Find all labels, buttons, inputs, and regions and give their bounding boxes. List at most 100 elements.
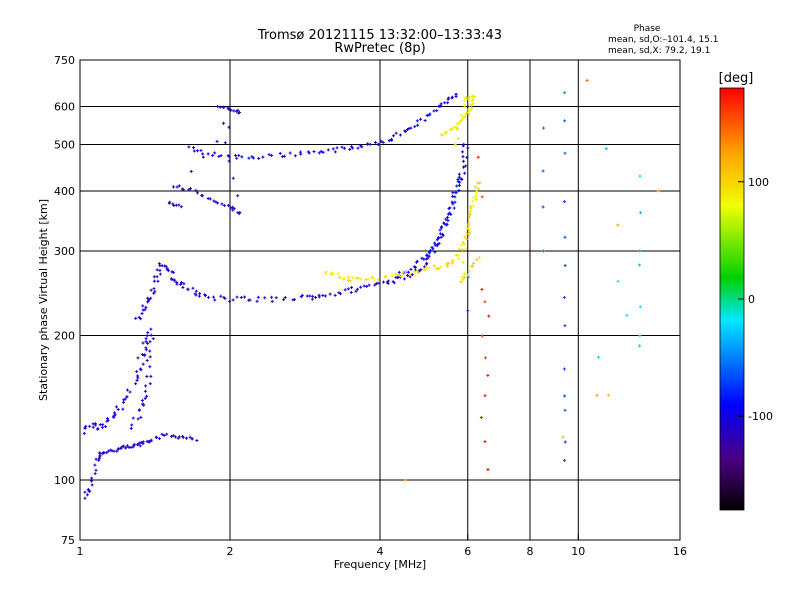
data-point bbox=[130, 445, 132, 449]
data-point bbox=[213, 295, 215, 299]
data-point bbox=[232, 205, 234, 209]
data-point bbox=[159, 272, 161, 276]
data-point bbox=[220, 154, 222, 158]
data-point bbox=[202, 155, 204, 159]
data-point bbox=[325, 272, 327, 276]
data-point bbox=[177, 436, 179, 440]
data-point bbox=[344, 288, 346, 292]
data-point bbox=[284, 154, 286, 158]
data-point bbox=[473, 262, 475, 266]
data-point bbox=[116, 449, 118, 453]
data-point bbox=[185, 436, 187, 440]
data-point bbox=[132, 416, 134, 420]
data-point bbox=[375, 282, 377, 286]
data-point bbox=[142, 353, 144, 357]
data-point bbox=[480, 415, 482, 419]
y-axis-ticks: 75 100 200 300 400 500 600 750 bbox=[54, 54, 86, 547]
data-point bbox=[471, 106, 473, 110]
data-point bbox=[137, 356, 139, 360]
data-point bbox=[478, 187, 480, 191]
data-point bbox=[458, 175, 460, 179]
data-point bbox=[417, 123, 419, 127]
data-point bbox=[89, 424, 91, 428]
data-point bbox=[111, 449, 113, 453]
data-point bbox=[352, 146, 354, 150]
data-point bbox=[137, 442, 139, 446]
data-point bbox=[154, 290, 156, 294]
data-point bbox=[174, 279, 176, 283]
data-point bbox=[248, 156, 250, 160]
data-point bbox=[472, 204, 474, 208]
data-point bbox=[360, 144, 362, 148]
data-point bbox=[159, 268, 161, 272]
data-point bbox=[464, 96, 466, 100]
data-point bbox=[468, 232, 470, 236]
data-point bbox=[311, 297, 313, 301]
data-point bbox=[474, 185, 476, 189]
data-point bbox=[92, 425, 94, 429]
data-point bbox=[318, 151, 320, 155]
data-point bbox=[195, 188, 197, 192]
data-point bbox=[466, 232, 468, 236]
data-point bbox=[397, 275, 399, 279]
data-point bbox=[87, 487, 89, 491]
data-point bbox=[447, 96, 449, 100]
data-point bbox=[135, 316, 137, 320]
data-point bbox=[454, 200, 456, 204]
data-point bbox=[377, 281, 379, 285]
data-point bbox=[183, 282, 185, 286]
y-tick-label: 75 bbox=[61, 534, 75, 547]
data-point bbox=[230, 108, 232, 112]
data-point bbox=[373, 278, 375, 282]
data-point bbox=[190, 187, 192, 191]
data-point bbox=[468, 215, 470, 219]
data-point bbox=[452, 191, 454, 195]
data-point bbox=[166, 432, 168, 436]
data-point bbox=[140, 440, 142, 444]
y-axis-label: Stationary phase Virtual Height [km] bbox=[37, 199, 50, 401]
data-point bbox=[153, 291, 155, 295]
data-point bbox=[224, 141, 226, 145]
data-point bbox=[236, 295, 238, 299]
data-point bbox=[447, 101, 449, 105]
data-point bbox=[542, 169, 544, 173]
data-point bbox=[149, 355, 151, 359]
data-point bbox=[152, 337, 154, 341]
data-point bbox=[182, 434, 184, 438]
data-point bbox=[564, 91, 566, 95]
data-point bbox=[472, 102, 474, 106]
data-point bbox=[463, 114, 465, 118]
data-point bbox=[457, 121, 459, 125]
stats-line-o: mean, sd,O:–101.4, 15.1 bbox=[608, 35, 719, 45]
data-point bbox=[392, 280, 394, 284]
data-point bbox=[481, 334, 483, 338]
data-point bbox=[463, 99, 465, 103]
data-point bbox=[484, 440, 486, 444]
data-point bbox=[126, 444, 128, 448]
data-point bbox=[94, 463, 96, 467]
data-point bbox=[234, 153, 236, 157]
data-point bbox=[161, 264, 163, 268]
data-point bbox=[455, 93, 457, 97]
x-tick-label: 10 bbox=[571, 545, 585, 558]
data-point bbox=[322, 293, 324, 297]
data-point bbox=[388, 139, 390, 143]
data-point bbox=[398, 270, 400, 274]
data-point bbox=[149, 349, 151, 353]
data-point bbox=[564, 324, 566, 328]
data-point bbox=[447, 261, 449, 265]
data-point bbox=[469, 209, 471, 213]
data-point bbox=[405, 270, 407, 274]
data-point bbox=[476, 190, 478, 194]
data-point bbox=[447, 215, 449, 219]
data-point bbox=[337, 272, 339, 276]
data-point bbox=[466, 273, 468, 277]
data-point bbox=[161, 432, 163, 436]
data-point bbox=[451, 261, 453, 265]
data-point bbox=[452, 194, 454, 198]
data-point bbox=[468, 269, 470, 273]
data-point bbox=[458, 247, 460, 251]
data-point bbox=[102, 452, 104, 456]
data-point bbox=[562, 435, 564, 439]
data-point bbox=[150, 288, 152, 292]
